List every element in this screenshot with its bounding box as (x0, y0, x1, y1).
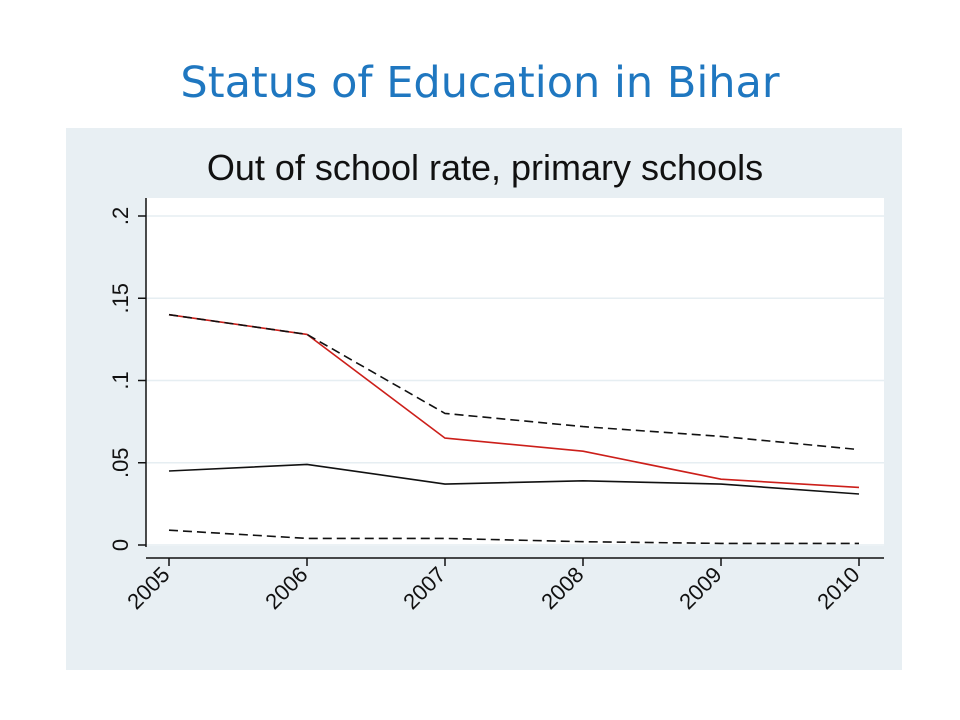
chart-panel: Out of school rate, primary schools 0 .05… (66, 128, 902, 670)
chart-title: Out of school rate, primary schools (207, 147, 763, 188)
y-tick-label: 0 (108, 539, 133, 551)
y-tick-label: .2 (108, 207, 133, 225)
y-tick-label: .05 (108, 447, 133, 478)
plot-background (146, 198, 884, 546)
series-line-2 (168, 313, 860, 451)
series-line-4 (168, 529, 859, 545)
x-tick-label: 2007 (398, 562, 450, 614)
x-tick-label: 2005 (122, 562, 174, 614)
slide-title: Status of Education in Bihar (180, 58, 780, 108)
line-chart: Out of school rate, primary schools 0 .05… (108, 147, 884, 614)
y-tick-label: .1 (108, 371, 133, 389)
x-tick-label: 2008 (536, 562, 588, 614)
y-tick-label: .15 (108, 283, 133, 314)
series-line-3 (168, 463, 860, 495)
plot-area: 0 .05 .1 .15 .2 2005 2006 2007 2008 2009 2010 (108, 198, 884, 614)
x-tick-label: 2010 (812, 562, 864, 614)
x-tick-label: 2006 (260, 562, 312, 614)
x-tick-label: 2009 (674, 562, 726, 614)
